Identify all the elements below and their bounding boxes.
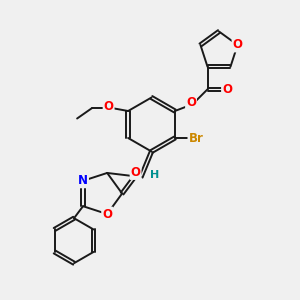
- Text: N: N: [78, 174, 88, 187]
- Text: O: O: [103, 100, 114, 113]
- Text: O: O: [232, 38, 242, 52]
- Text: O: O: [102, 208, 112, 220]
- Text: O: O: [222, 83, 232, 96]
- Text: O: O: [186, 96, 196, 109]
- Text: O: O: [130, 166, 141, 179]
- Text: H: H: [150, 170, 159, 181]
- Text: Br: Br: [188, 131, 203, 145]
